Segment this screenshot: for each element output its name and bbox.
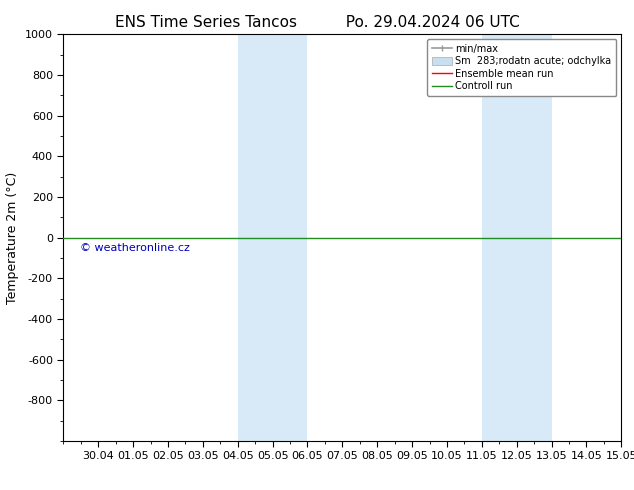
Bar bbox=[482, 34, 552, 441]
Bar bbox=[238, 34, 307, 441]
Text: ENS Time Series Tancos          Po. 29.04.2024 06 UTC: ENS Time Series Tancos Po. 29.04.2024 06… bbox=[115, 15, 519, 30]
Legend: min/max, Sm  283;rodatn acute; odchylka, Ensemble mean run, Controll run: min/max, Sm 283;rodatn acute; odchylka, … bbox=[427, 39, 616, 96]
Y-axis label: Temperature 2m (°C): Temperature 2m (°C) bbox=[6, 172, 20, 304]
Text: © weatheronline.cz: © weatheronline.cz bbox=[80, 243, 190, 253]
